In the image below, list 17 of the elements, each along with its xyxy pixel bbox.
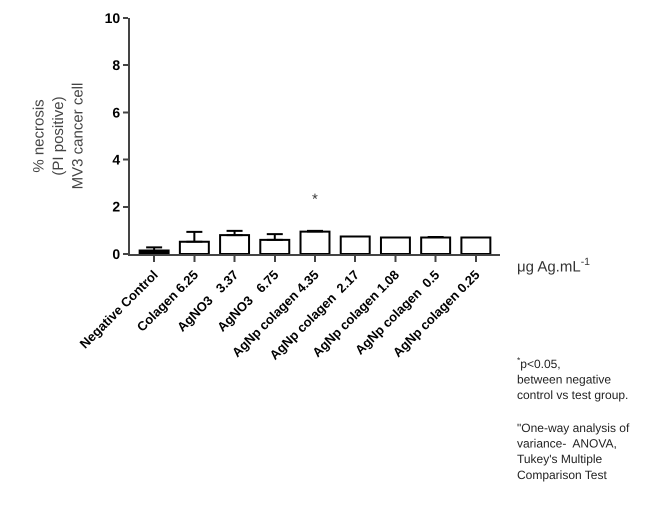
bar — [460, 236, 492, 254]
bar — [380, 236, 411, 254]
bar — [420, 236, 452, 254]
bar — [300, 230, 330, 254]
x-axis-title: μg Ag.mL$^{-1}$ — [517, 256, 590, 276]
annotation: * — [312, 191, 318, 208]
y-tick-label: 8 — [112, 57, 120, 74]
y-axis-title: % necrosis (PI positive) MV3 cancer cell — [30, 82, 86, 190]
y-tick-label: 10 — [104, 10, 120, 26]
y-tick-label: 0 — [112, 246, 120, 262]
bar — [219, 234, 250, 254]
y-tick-label: 4 — [112, 152, 120, 168]
text: "One-way analysis of variance- ANOVA, Tukey's Multiple Comparison Test — [517, 421, 630, 482]
y-tick-label: 6 — [112, 104, 120, 120]
text: $^{*}$p<0.05, between negative control vs test group. — [517, 355, 628, 402]
y-tick-label: 2 — [112, 198, 120, 215]
bar — [340, 236, 371, 254]
